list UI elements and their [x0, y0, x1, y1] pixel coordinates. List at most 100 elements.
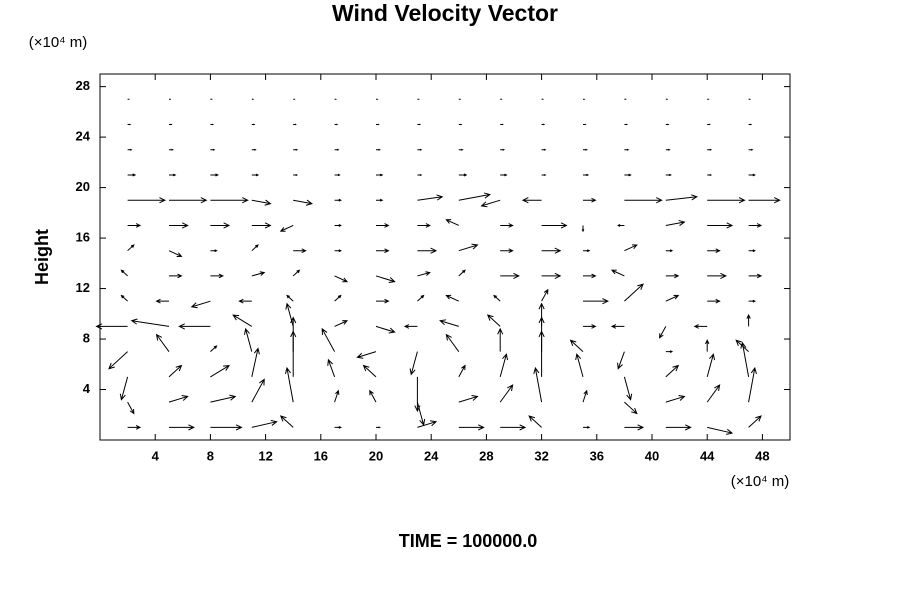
wind-vector — [439, 319, 459, 327]
wind-vector — [210, 222, 231, 229]
wind-vector — [127, 244, 135, 252]
wind-vector — [458, 192, 491, 201]
y-tick-label: 8 — [83, 330, 90, 345]
wind-vector — [284, 366, 294, 403]
wind-vector — [665, 123, 670, 126]
wind-vector — [748, 273, 763, 279]
wind-vector — [416, 402, 426, 426]
wind-vector — [293, 173, 299, 176]
wind-vector — [169, 148, 174, 151]
wind-vector — [210, 123, 215, 126]
wind-vector — [665, 273, 680, 279]
wind-vector — [293, 248, 307, 254]
wind-vector — [409, 351, 418, 376]
wind-vector — [417, 294, 425, 302]
wind-vector — [458, 395, 479, 403]
wind-vector — [190, 300, 211, 309]
wind-vector — [541, 222, 568, 229]
wind-vector — [665, 249, 674, 253]
y-tick-label: 20 — [76, 179, 90, 194]
wind-vector — [127, 197, 167, 204]
wind-vector — [665, 148, 671, 151]
wind-vector — [707, 298, 721, 304]
wind-vector — [403, 324, 418, 329]
wind-vector — [251, 173, 260, 177]
wind-vector — [95, 323, 128, 330]
y-tick-label: 12 — [76, 280, 90, 295]
x-tick-label: 4 — [152, 448, 160, 463]
wind-vector — [251, 222, 272, 229]
wind-vector — [445, 333, 460, 352]
wind-vector — [582, 389, 588, 403]
x-unit: (×10⁴ m) — [731, 473, 790, 490]
wind-vector — [376, 223, 390, 228]
wind-vector — [375, 325, 396, 334]
wind-vector — [251, 123, 256, 126]
wind-vector — [665, 219, 686, 226]
wind-vector — [705, 339, 710, 352]
wind-vector — [334, 198, 342, 202]
wind-vector — [178, 323, 211, 330]
wind-vector — [445, 294, 460, 302]
wind-vector — [500, 272, 520, 279]
wind-vector — [665, 395, 686, 403]
wind-vector — [168, 395, 189, 403]
wind-vector — [575, 353, 584, 378]
wind-vector — [569, 339, 584, 353]
wind-vector — [533, 366, 543, 403]
wind-vector — [417, 247, 438, 254]
wind-vector — [119, 376, 129, 401]
y-tick-label: 24 — [76, 129, 91, 144]
wind-vector — [356, 351, 377, 359]
wind-vector — [659, 326, 667, 339]
wind-vector — [127, 223, 142, 228]
wind-vector — [120, 269, 128, 277]
wind-vector — [285, 302, 294, 327]
wind-vector — [458, 173, 468, 177]
wind-vector — [238, 298, 252, 304]
wind-vector — [583, 324, 597, 329]
wind-vector — [624, 173, 632, 177]
wind-vector — [458, 364, 466, 378]
x-tick-label: 20 — [369, 448, 383, 463]
wind-vector — [748, 148, 754, 151]
wind-vector — [334, 173, 341, 177]
wind-vector — [334, 224, 342, 227]
wind-vector — [376, 123, 380, 126]
wind-vector — [417, 271, 431, 277]
chart-title: Wind Velocity Vector — [332, 0, 558, 26]
wind-vector — [127, 123, 132, 126]
y-tick-label: 28 — [76, 78, 90, 93]
wind-vector — [500, 424, 527, 431]
wind-vector — [624, 123, 629, 126]
wind-vector — [127, 173, 137, 177]
wind-vector — [623, 376, 633, 401]
wind-vector — [334, 249, 342, 253]
wind-vector — [499, 384, 514, 403]
wind-vector — [748, 299, 756, 303]
wind-vector — [251, 419, 278, 428]
wind-vector — [707, 222, 734, 229]
wind-vector — [127, 148, 133, 151]
wind-vector — [210, 364, 231, 378]
wind-vector — [500, 248, 514, 254]
wind-vector — [445, 219, 460, 226]
wind-vector — [624, 283, 644, 302]
wind-vector — [286, 294, 294, 302]
wind-vector — [624, 244, 638, 252]
wind-vector — [707, 173, 713, 176]
wind-vector — [665, 424, 692, 431]
wind-vector — [292, 269, 301, 277]
x-tick-label: 8 — [207, 448, 214, 463]
wind-vector — [538, 302, 545, 327]
wind-vector — [748, 415, 762, 428]
wind-vector — [169, 197, 208, 204]
wind-vector — [251, 148, 257, 151]
wind-vector — [244, 327, 253, 352]
wind-vector — [624, 148, 630, 151]
wind-vector — [707, 123, 711, 126]
wind-vector — [748, 249, 756, 253]
wind-vector — [583, 273, 597, 279]
wind-vector — [735, 339, 749, 353]
wind-vector — [541, 123, 546, 126]
